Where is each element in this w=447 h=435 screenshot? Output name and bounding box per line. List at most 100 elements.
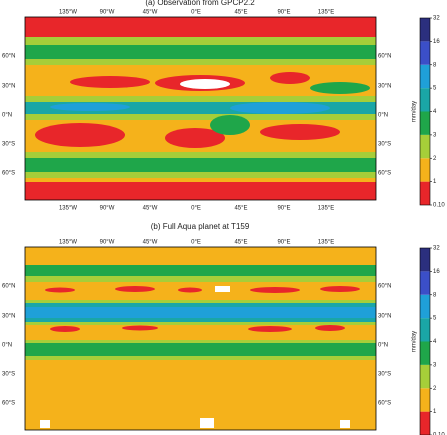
lon-label: 0°E — [191, 240, 201, 246]
lon-label: 45°W — [143, 240, 158, 246]
lon-label: 90°E — [277, 10, 290, 16]
map-shape — [25, 96, 376, 102]
colorbar-tick-label: 32 — [433, 246, 440, 252]
colorbar-segment — [420, 181, 430, 205]
map-shape — [115, 286, 155, 292]
colorbar-tick-label: 5 — [433, 86, 437, 92]
map-observation — [24, 16, 377, 201]
colorbar-segment — [420, 111, 430, 135]
colorbar-tick-label: 8 — [433, 292, 437, 298]
colorbar-segment — [420, 364, 430, 389]
map-shape — [25, 303, 376, 307]
lon-label: 90°E — [277, 206, 290, 212]
map-shape — [165, 128, 225, 148]
colorbar-tick-label: 0.10 — [433, 203, 445, 209]
map-shape — [45, 287, 75, 293]
colorbar-segment — [420, 158, 430, 182]
map-shape — [25, 182, 376, 200]
colorbar-segment — [420, 341, 430, 365]
colorbar-segment — [420, 18, 430, 42]
lat-label: 30°S — [2, 142, 15, 148]
colorbar-tick-label: 2 — [433, 156, 437, 162]
lon-label: 135°E — [318, 206, 334, 212]
map-shape — [25, 114, 376, 120]
colorbar-tick-label: 2 — [433, 386, 437, 392]
map-shape — [25, 265, 376, 276]
colorbar-segment — [420, 271, 430, 295]
lon-label: 45°E — [234, 10, 247, 16]
lon-label: 135°W — [59, 10, 77, 16]
colorbar-tick-label: 3 — [433, 132, 437, 138]
map-shape — [340, 420, 350, 428]
map-shape — [35, 123, 125, 147]
colorbar-tick-label: 3 — [433, 362, 437, 368]
lon-label: 90°W — [100, 240, 115, 246]
colorbar-tick-label: 16 — [433, 269, 440, 275]
lat-label: 60°N — [378, 54, 391, 60]
map-shape — [25, 300, 376, 303]
lat-label: 30°N — [378, 84, 391, 90]
map-shape — [25, 356, 376, 360]
map-shape — [25, 322, 376, 325]
lon-label: 45°W — [143, 10, 158, 16]
map-shape — [25, 17, 376, 37]
colorbar-tick-label: 1 — [433, 409, 437, 415]
map-shape — [25, 318, 376, 322]
map-shape — [315, 325, 345, 331]
map-shape — [25, 276, 376, 282]
colorbar-segment — [420, 41, 430, 65]
map-shape — [250, 287, 300, 293]
colorbar-segment — [420, 248, 430, 272]
map-shape — [25, 45, 376, 59]
map-shape — [200, 418, 214, 428]
colorbar-tick-label: 5 — [433, 316, 437, 322]
lon-label: 90°W — [100, 206, 115, 212]
map-shape — [24, 246, 377, 431]
colorbar-segment — [420, 88, 430, 112]
colorbar-tick-label: 1 — [433, 179, 437, 185]
colorbar-label: mm/day — [412, 331, 418, 352]
lat-label: 30°S — [378, 142, 391, 148]
map-shape — [70, 76, 150, 88]
lon-label: 90°W — [100, 10, 115, 16]
lat-label: 30°N — [378, 314, 391, 320]
colorbar-tick-label: 32 — [433, 16, 440, 22]
lon-label: 0°E — [191, 10, 201, 16]
lat-label: 60°S — [2, 171, 15, 177]
colorbar-segment — [420, 134, 430, 159]
colorbar-tick-label: 4 — [433, 339, 437, 345]
colorbar-segment — [420, 388, 430, 412]
lat-label: 60°N — [378, 284, 391, 290]
map-shape — [215, 286, 230, 292]
lat-label: 30°S — [378, 372, 391, 378]
lon-label: 135°E — [318, 10, 334, 16]
lon-label: 45°E — [234, 206, 247, 212]
panel-title: (a) Observation from GPCP2.2 — [145, 0, 255, 7]
lon-label: 135°W — [59, 240, 77, 246]
map-shape — [25, 172, 376, 178]
colorbar-segment — [420, 294, 430, 319]
lat-label: 60°S — [378, 401, 391, 407]
colorbar-segment — [420, 64, 430, 89]
map-shape — [270, 72, 310, 84]
lat-label: 30°N — [2, 84, 15, 90]
lat-label: 60°S — [378, 171, 391, 177]
map-shape — [310, 82, 370, 94]
lat-label: 0°N — [378, 113, 388, 119]
lon-label: 45°W — [143, 206, 158, 212]
lon-label: 0°E — [191, 206, 201, 212]
lat-label: 60°N — [2, 54, 15, 60]
colorbar-tick-label: 0.10 — [433, 433, 445, 435]
colorbar-segment — [420, 411, 430, 435]
lon-label: 45°E — [234, 240, 247, 246]
panel-title: (b) Full Aqua planet at T159 — [151, 222, 250, 231]
lat-label: 30°N — [2, 314, 15, 320]
lat-label: 60°S — [2, 401, 15, 407]
lat-label: 0°N — [378, 343, 388, 349]
map-shape — [25, 37, 376, 45]
lat-label: 30°S — [2, 372, 15, 378]
lat-label: 0°N — [2, 113, 12, 119]
map-shape — [25, 307, 376, 318]
lon-label: 135°E — [318, 240, 334, 246]
